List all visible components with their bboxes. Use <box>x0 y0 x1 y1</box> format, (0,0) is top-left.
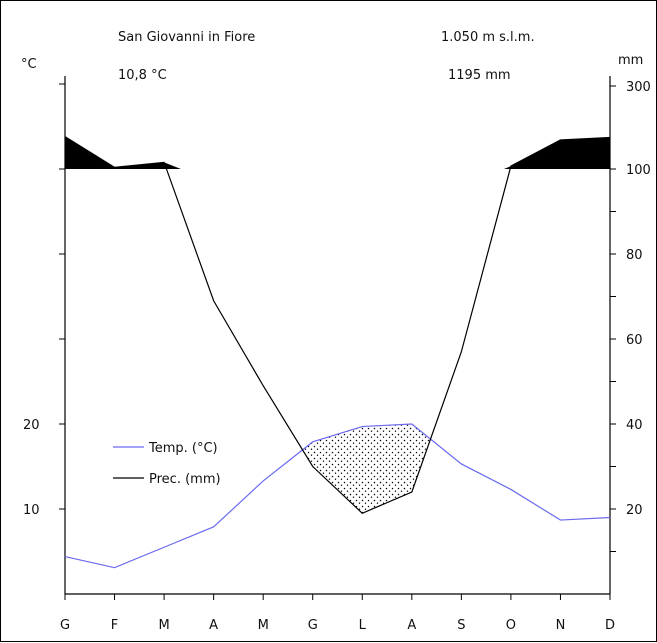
humid-period-area <box>65 136 181 169</box>
y-left-label: °C <box>21 57 37 72</box>
dry-period-area <box>302 424 431 514</box>
x-tick-label: L <box>359 618 367 633</box>
x-tick-label: A <box>407 618 416 633</box>
y-right-tick-label: 80 <box>626 248 643 263</box>
legend-precip-label: Prec. (mm) <box>149 472 221 487</box>
legend-temp-label: Temp. (°C) <box>148 441 218 456</box>
y-right-tick-label: 100 <box>626 163 651 178</box>
x-tick-label: M <box>158 618 169 633</box>
x-tick-label: M <box>258 618 269 633</box>
station-name: San Giovanni in Fiore <box>118 30 255 45</box>
y-right-tick-label: 20 <box>626 503 643 518</box>
y-right-tick-label: 300 <box>626 80 651 95</box>
y-left-tick-label: 20 <box>23 418 40 433</box>
x-tick-label: N <box>556 618 566 633</box>
y-right-tick-label: 40 <box>626 418 643 433</box>
precipitation-line <box>64 136 611 514</box>
x-tick-label: O <box>506 618 516 633</box>
x-tick-label: G <box>308 618 318 633</box>
x-tick-label: F <box>111 618 118 633</box>
x-tick-label: G <box>60 618 70 633</box>
x-tick-label: D <box>605 618 615 633</box>
y-right-label: mm <box>618 53 643 68</box>
humid-period-area <box>503 137 610 169</box>
legend: Temp. (°C) Prec. (mm) <box>113 441 221 487</box>
temperature-line <box>64 423 611 569</box>
y-left-tick-label: 10 <box>23 503 40 518</box>
x-tick-label: S <box>457 618 465 633</box>
y-right-tick-label: 60 <box>626 333 643 348</box>
mean-temperature: 10,8 °C <box>118 68 167 83</box>
x-tick-label: A <box>209 618 218 633</box>
annual-precipitation: 1195 mm <box>448 68 511 83</box>
station-altitude: 1.050 m s.l.m. <box>441 30 535 45</box>
